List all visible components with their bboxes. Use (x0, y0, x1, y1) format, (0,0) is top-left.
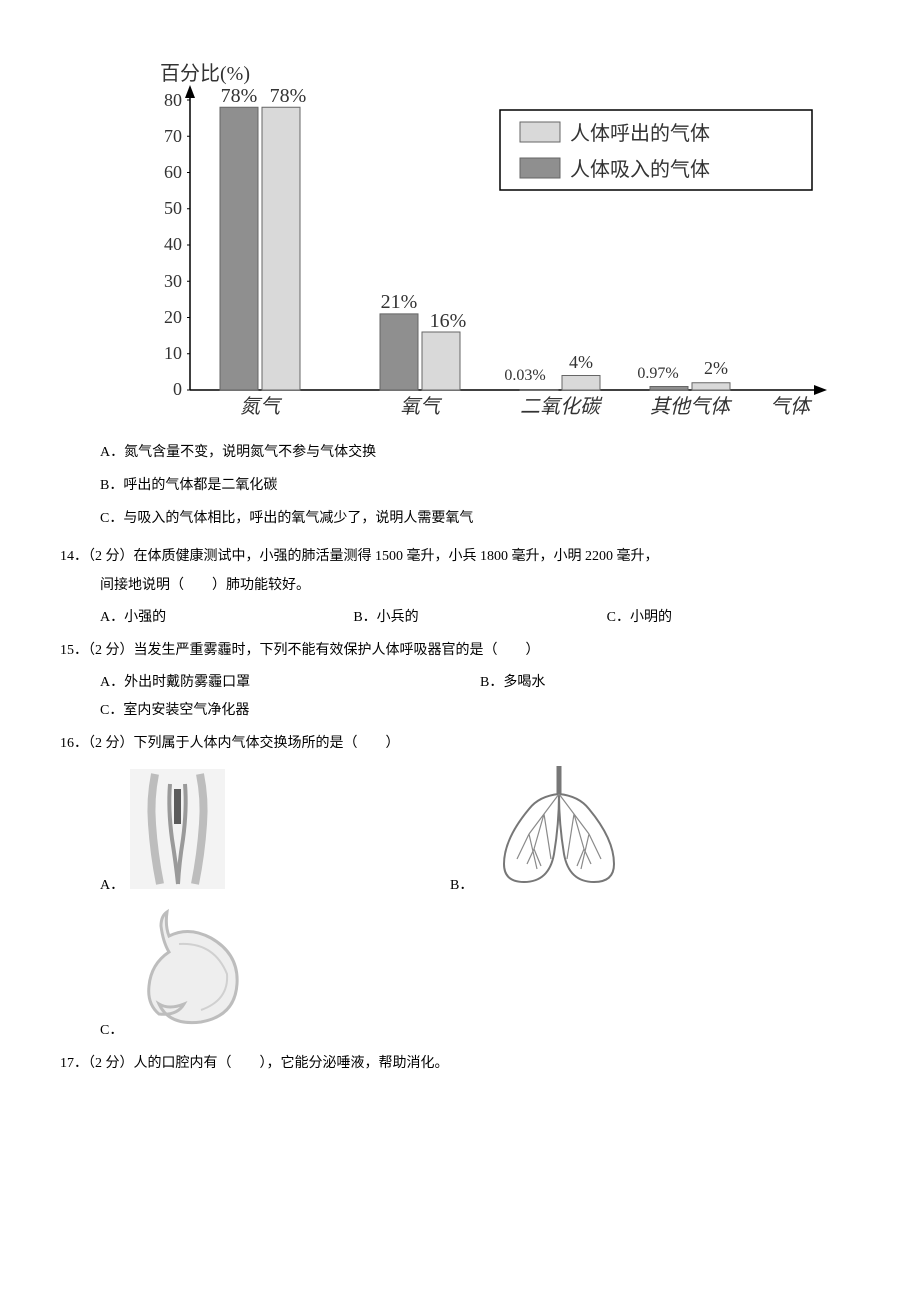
bar-label: 78% (270, 85, 307, 107)
q16-option-b-label: B． (450, 874, 473, 894)
q15-stem: 15．（2 分）当发生严重雾霾时，下列不能有效保护人体呼吸器官的是（ ） (60, 638, 860, 663)
q15-option-a: A．外出时戴防雾霾口罩 (100, 671, 480, 691)
q13-option-c: C．与吸入的气体相比，呼出的氧气减少了，说明人需要氧气 (100, 506, 860, 531)
y-axis-title: 百分比(%) (160, 62, 250, 85)
x-category: 氮气 (240, 396, 283, 418)
bar-label: 4% (569, 352, 593, 372)
legend-label: 人体呼出的气体 (570, 122, 710, 145)
svg-text:0: 0 (173, 379, 182, 399)
bar-o2-exhaled (422, 332, 460, 390)
q14-option-b: B．小兵的 (353, 606, 606, 626)
q13-option-a: A．氮气含量不变，说明氮气不参与气体交换 (100, 440, 860, 465)
chart-svg: 百分比(%) 0 10 20 30 40 50 60 70 80 (120, 60, 840, 430)
svg-text:60: 60 (164, 162, 182, 182)
svg-text:30: 30 (164, 271, 182, 291)
q13-option-b: B．呼出的气体都是二氧化碳 (100, 473, 860, 498)
larynx-icon (130, 769, 225, 894)
bar-co2-exhaled (562, 376, 600, 391)
bar-label: 16% (430, 310, 467, 332)
bar-label: 21% (381, 291, 418, 313)
q17-stem: 17．（2 分）人的口腔内有（ ），它能分泌唾液，帮助消化。 (60, 1051, 860, 1076)
q14-stem: 14．（2 分）在体质健康测试中，小强的肺活量测得 1500 毫升，小兵 180… (60, 544, 860, 569)
svg-text:40: 40 (164, 234, 182, 254)
x-category: 二氧化碳 (520, 396, 603, 418)
bar-other-exhaled (692, 383, 730, 390)
bar-label: 0.03% (504, 367, 545, 384)
bar-label: 0.97% (637, 365, 678, 382)
q15-option-b: B．多喝水 (480, 671, 860, 691)
y-axis-arrow (185, 85, 195, 98)
svg-text:20: 20 (164, 307, 182, 327)
q14-stem-cont: 间接地说明（ ）肺功能较好。 (100, 573, 860, 598)
q15-option-c: C．室内安装空气净化器 (100, 699, 480, 719)
legend-swatch-inhaled (520, 158, 560, 178)
q14-options: A．小强的 B．小兵的 C．小明的 (100, 606, 860, 626)
svg-text:50: 50 (164, 198, 182, 218)
bar-label: 2% (704, 358, 728, 378)
bar-label: 78% (221, 85, 258, 107)
gas-composition-chart: 百分比(%) 0 10 20 30 40 50 60 70 80 (120, 60, 860, 430)
y-ticks: 0 10 20 30 40 50 60 70 80 (164, 90, 190, 399)
svg-text:80: 80 (164, 90, 182, 110)
x-category: 氧气 (400, 396, 443, 418)
q16-option-a-label: A． (100, 874, 124, 894)
q16-option-c-label: C． (100, 1019, 123, 1039)
lungs-icon (479, 764, 639, 894)
svg-text:70: 70 (164, 126, 182, 146)
x-axis-arrow (814, 385, 827, 395)
q14-option-a: A．小强的 (100, 606, 353, 626)
svg-text:10: 10 (164, 343, 182, 363)
q16-stem: 16．（2 分）下列属于人体内气体交换场所的是（ ） (60, 731, 860, 756)
bar-n2-exhaled (262, 107, 300, 390)
stomach-icon (129, 904, 259, 1039)
legend-swatch-exhaled (520, 122, 560, 142)
x-axis-title: 气体 (770, 396, 813, 418)
q15-empty (480, 699, 860, 719)
x-category: 其他气体 (650, 396, 733, 418)
q16-figures: A． B． (100, 764, 860, 1039)
bar-co2-inhaled (520, 390, 558, 391)
bar-o2-inhaled (380, 314, 418, 390)
legend-label: 人体吸入的气体 (570, 158, 710, 181)
q15-options-row1: A．外出时戴防雾霾口罩 B．多喝水 (100, 671, 860, 691)
bar-other-inhaled (650, 387, 688, 391)
q15-options-row2: C．室内安装空气净化器 (100, 699, 860, 719)
q14-option-c: C．小明的 (607, 606, 860, 626)
bar-n2-inhaled (220, 107, 258, 390)
